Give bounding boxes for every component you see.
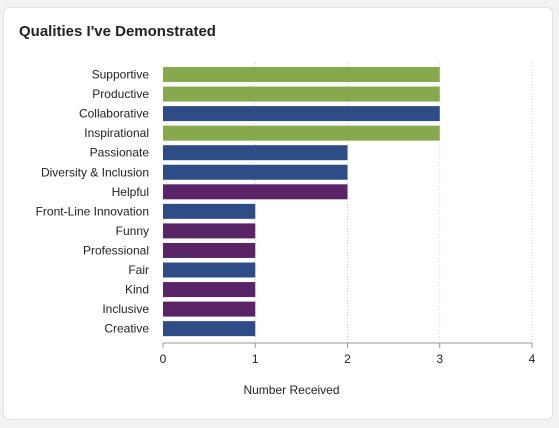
bar[interactable] — [163, 86, 440, 102]
category-label: Helpful — [112, 185, 149, 199]
card-title: Qualities I've Demonstrated — [19, 23, 216, 40]
bar[interactable] — [163, 242, 256, 258]
x-tick-labels: 0 1 2 3 4 — [160, 343, 536, 366]
x-tick-label: 4 — [529, 352, 536, 366]
category-label: Inspirational — [84, 126, 149, 140]
bar[interactable] — [163, 184, 348, 200]
x-axis-label: Number Received — [243, 383, 339, 397]
category-label: Professional — [83, 243, 149, 257]
bars — [163, 67, 440, 337]
bar[interactable] — [163, 106, 440, 122]
category-label: Supportive — [92, 68, 150, 82]
category-label: Inclusive — [102, 302, 149, 316]
category-label: Creative — [104, 322, 149, 336]
qualities-bar-chart: Supportive Productive Collaborative Inspira… — [36, 63, 536, 397]
x-tick-label: 1 — [252, 352, 259, 366]
category-label: Productive — [92, 87, 149, 101]
bar[interactable] — [163, 262, 256, 278]
category-label: Kind — [125, 283, 149, 297]
category-label: Fair — [128, 263, 149, 277]
grid-lines — [254, 63, 533, 343]
category-label: Funny — [116, 224, 149, 238]
bar[interactable] — [163, 282, 256, 298]
bar[interactable] — [163, 223, 256, 239]
bar[interactable] — [163, 321, 256, 337]
bar[interactable] — [163, 203, 256, 219]
x-tick-label: 2 — [344, 352, 351, 366]
chart-card: Qualities I've Demonstrated Supportive Pr… — [3, 7, 553, 420]
category-label: Collaborative — [79, 107, 149, 121]
bar[interactable] — [163, 67, 440, 82]
bar[interactable] — [163, 145, 348, 161]
bar[interactable] — [163, 125, 440, 141]
category-label: Diversity & Inclusion — [41, 165, 149, 179]
category-label: Passionate — [90, 146, 150, 160]
x-tick-label: 0 — [160, 352, 167, 366]
bar[interactable] — [163, 164, 348, 180]
category-label: Front-Line Innovation — [36, 204, 149, 218]
x-tick-label: 3 — [436, 352, 443, 366]
category-labels: Supportive Productive Collaborative Inspira… — [36, 68, 150, 336]
bar[interactable] — [163, 301, 256, 317]
